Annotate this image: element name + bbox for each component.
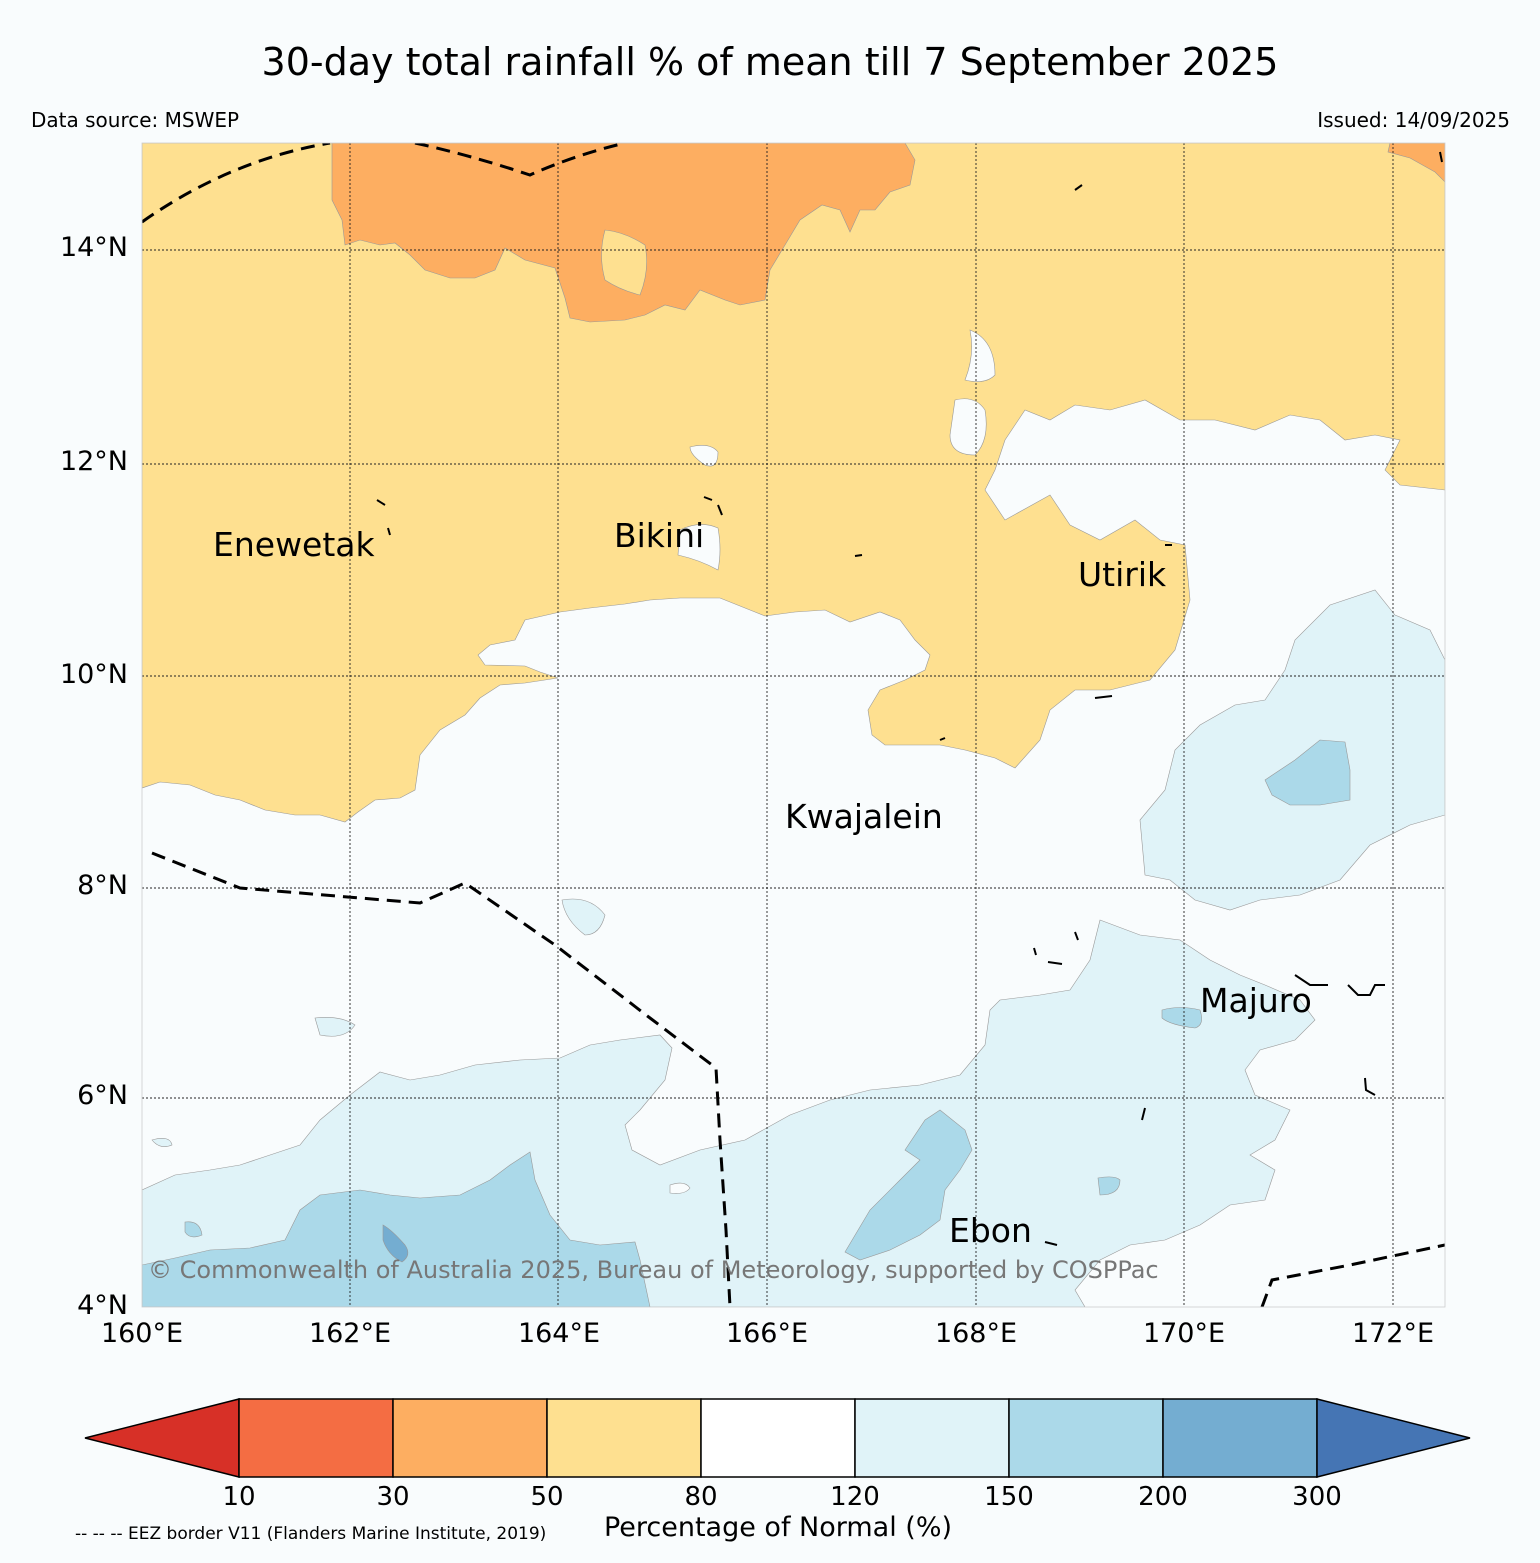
lon-label-168e: 168°E	[934, 1318, 1018, 1349]
colorbar-200-300	[1162, 1398, 1318, 1478]
colorbar-tick-50: 50	[530, 1482, 564, 1512]
dry-region	[331, 143, 916, 323]
colorbar-title: Percentage of Normal (%)	[603, 1512, 953, 1543]
eez-border	[142, 143, 1445, 1307]
colorbar-80-120	[700, 1398, 856, 1478]
lat-label-4n: 4°N	[77, 1290, 128, 1321]
above-normal-patch	[314, 1017, 356, 1037]
place-enewetak: Enewetak	[213, 525, 376, 564]
lat-label-6n: 6°N	[77, 1080, 128, 1111]
wet-patch	[1161, 1007, 1202, 1029]
place-majuro: Majuro	[1200, 981, 1312, 1020]
lon-label-160e: 160°E	[100, 1318, 184, 1349]
lat-label-8n: 8°N	[77, 870, 128, 901]
map-title: 30-day total rainfall % of mean till 7 S…	[261, 40, 1279, 84]
atoll-outlines	[376, 151, 1443, 1246]
place-utirik: Utirik	[1078, 555, 1167, 594]
colorbar	[84, 1398, 1471, 1478]
colorbar-150-200	[1008, 1398, 1164, 1478]
place-ebon: Ebon	[949, 1211, 1032, 1250]
above-normal-patch	[561, 898, 606, 936]
colorbar-tick-10: 10	[222, 1482, 256, 1512]
place-bikini: Bikini	[614, 516, 704, 555]
wet-region-central	[844, 1109, 973, 1261]
colorbar-tick-80: 80	[684, 1482, 718, 1512]
colorbar-tick-300: 300	[1292, 1482, 1342, 1512]
very-wet-patch	[382, 1224, 409, 1263]
normal-patch	[949, 398, 987, 456]
above-normal-patch	[151, 1138, 173, 1147]
lat-label-14n: 14°N	[59, 232, 128, 263]
copyright-notice: © Commonwealth of Australia 2025, Bureau…	[148, 1256, 1159, 1284]
dry-patch	[1387, 143, 1445, 183]
colorbar-120-150	[854, 1398, 1010, 1478]
colorbar-tick-150: 150	[984, 1482, 1034, 1512]
lon-label-170e: 170°E	[1142, 1318, 1226, 1349]
wet-region-east	[1264, 739, 1351, 806]
colorbar-tick-30: 30	[376, 1482, 410, 1512]
below-normal-region	[142, 143, 1445, 823]
colorbar-tick-120: 120	[830, 1482, 880, 1512]
lon-label-164e: 164°E	[517, 1318, 601, 1349]
eez-legend-note: -- -- -- EEZ border V11 (Flanders Marine…	[75, 1524, 547, 1544]
colorbar-tick-200: 200	[1138, 1482, 1188, 1512]
colorbar-under	[84, 1398, 240, 1478]
colorbar-30-50	[392, 1398, 548, 1478]
lat-label-10n: 10°N	[59, 659, 128, 690]
colorbar-over	[1316, 1398, 1471, 1478]
colorbar-50-80	[546, 1398, 702, 1478]
place-kwajalein: Kwajalein	[785, 797, 943, 836]
above-normal-region-east	[1139, 589, 1445, 911]
wet-patch	[1097, 1176, 1121, 1196]
data-source: Data source: MSWEP	[31, 108, 240, 132]
lon-label-172e: 172°E	[1351, 1318, 1435, 1349]
wet-patch	[184, 1221, 203, 1238]
colorbar-10-30	[238, 1398, 394, 1478]
issued-date: Issued: 14/09/2025	[1317, 108, 1510, 132]
normal-patch	[677, 524, 721, 571]
lon-label-166e: 166°E	[725, 1318, 809, 1349]
lat-label-12n: 12°N	[59, 446, 128, 477]
below-normal-patch	[601, 229, 647, 296]
map-frame	[141, 142, 1446, 1308]
normal-patch	[964, 329, 996, 382]
wet-region-southwest	[142, 1151, 651, 1307]
lon-label-162e: 162°E	[308, 1318, 392, 1349]
normal-patch	[669, 1182, 691, 1194]
graticule	[142, 143, 1445, 1307]
